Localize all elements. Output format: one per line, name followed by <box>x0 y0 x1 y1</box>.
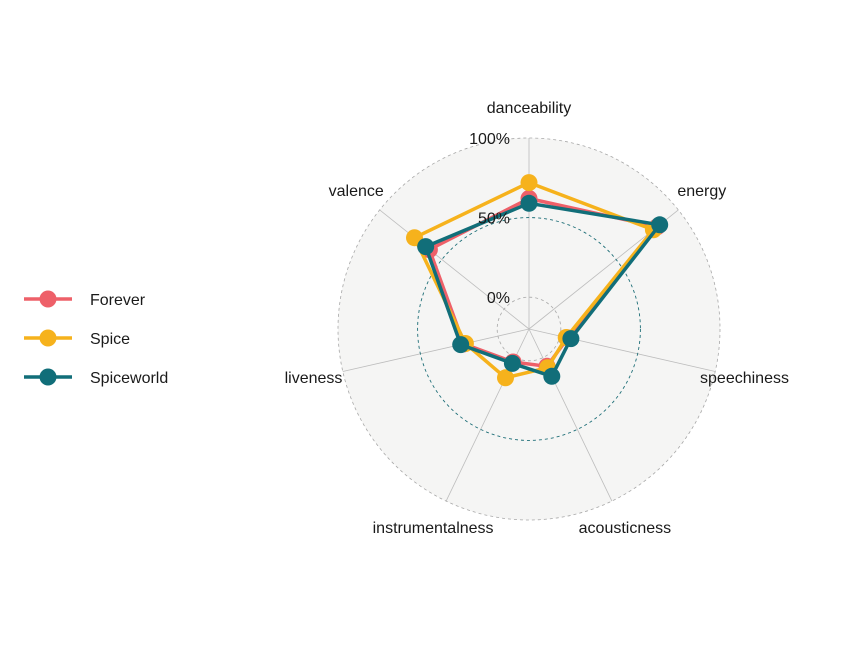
axis-label-speechiness: speechiness <box>700 370 789 387</box>
chart-tick-labels: 0% 50% 100% <box>469 131 510 307</box>
point-spiceworld-liveness <box>452 336 470 354</box>
chart-legend: Forever Spice Spiceworld <box>24 290 168 387</box>
series-line-spice <box>412 180 656 380</box>
chart-grid <box>337 137 721 521</box>
chart-axis-labels: danceability energy speechiness acousticnes… <box>285 100 789 537</box>
legend-label: Spiceworld <box>90 370 168 387</box>
series-line-spiceworld <box>423 201 662 379</box>
point-spice-instrumentalness <box>497 369 514 387</box>
tick-label-50pct: 50% <box>478 211 510 228</box>
spoke-line-acousticness <box>528 328 613 502</box>
axis-label-energy: energy <box>677 183 726 200</box>
point-spiceworld-valence <box>417 238 435 256</box>
legend-label: Spice <box>90 331 130 348</box>
point-spiceworld-danceability <box>520 194 538 212</box>
grid-circle-50pct <box>417 217 641 441</box>
point-spiceworld-speechiness <box>562 330 580 348</box>
legend-key-point <box>39 368 57 386</box>
point-spiceworld-acousticness <box>543 367 561 385</box>
tick-label-100pct: 100% <box>469 131 510 148</box>
legend-label: Forever <box>90 292 146 309</box>
legend-item-forever: Forever <box>24 290 146 309</box>
legend-item-spice: Spice <box>24 329 130 348</box>
grid-circle-0pct <box>496 296 562 362</box>
axis-label-acousticness: acousticness <box>579 520 672 537</box>
axis-label-danceability: danceability <box>487 100 572 117</box>
axis-label-liveness: liveness <box>285 370 343 387</box>
legend-key-point <box>39 290 57 308</box>
point-spiceworld-instrumentalness <box>503 354 521 372</box>
axis-label-instrumentalness: instrumentalness <box>373 520 494 537</box>
axis-label-valence: valence <box>329 183 384 200</box>
legend-key-point <box>39 329 57 347</box>
point-spiceworld-energy <box>651 216 669 234</box>
series-spiceworld <box>417 194 669 385</box>
tick-label-0pct: 0% <box>487 290 510 307</box>
legend-item-spiceworld: Spiceworld <box>24 368 168 387</box>
grid-circle-100pct <box>337 137 721 521</box>
point-spice-danceability <box>520 174 538 192</box>
chart-series <box>406 174 669 387</box>
